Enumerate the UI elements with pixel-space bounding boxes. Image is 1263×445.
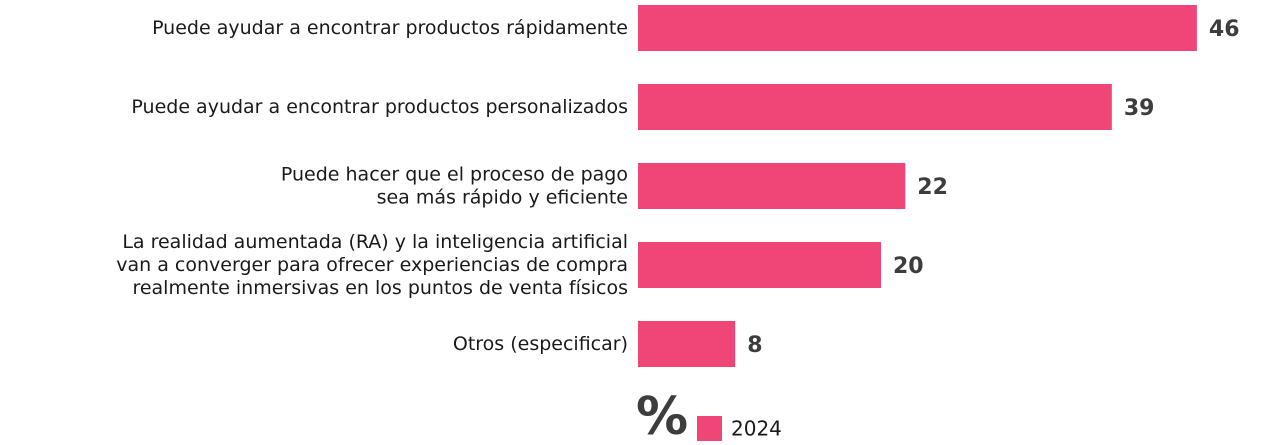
value-label: 22 — [917, 175, 948, 200]
category-label-line: Puede ayudar a encontrar productos rápid… — [152, 17, 628, 39]
category-label: Puede ayudar a encontrar productos rápid… — [152, 17, 628, 39]
category-label: Puede ayudar a encontrar productos perso… — [131, 96, 628, 118]
legend-swatch — [697, 416, 722, 441]
category-label-line: Puede hacer que el proceso de pago — [281, 163, 628, 185]
unit-label: % — [636, 387, 688, 445]
category-label-line: sea más rápido y eficiente — [377, 186, 628, 208]
value-label: 8 — [747, 333, 762, 358]
value-label: 39 — [1124, 96, 1155, 121]
value-label: 46 — [1209, 17, 1240, 42]
bar — [638, 163, 906, 209]
category-label-line: La realidad aumentada (RA) y la intelige… — [122, 231, 628, 253]
category-label: Puede hacer que el proceso de pago sea má… — [281, 163, 628, 208]
category-label: Otros (especificar) — [453, 333, 628, 355]
category-label: La realidad aumentada (RA) y la intelige… — [116, 231, 628, 299]
category-label-line: Otros (especificar) — [453, 333, 628, 355]
legend-label: 2024 — [731, 417, 782, 441]
category-label-line: van a converger para ofrecer experiencia… — [116, 254, 628, 276]
bar — [638, 242, 881, 288]
category-label-line: realmente inmersivas en los puntos de ve… — [132, 277, 628, 299]
category-label-line: Puede ayudar a encontrar productos perso… — [131, 96, 628, 118]
bar — [638, 5, 1197, 51]
value-label: 20 — [893, 254, 924, 279]
bar — [638, 84, 1112, 130]
bar — [638, 321, 736, 367]
